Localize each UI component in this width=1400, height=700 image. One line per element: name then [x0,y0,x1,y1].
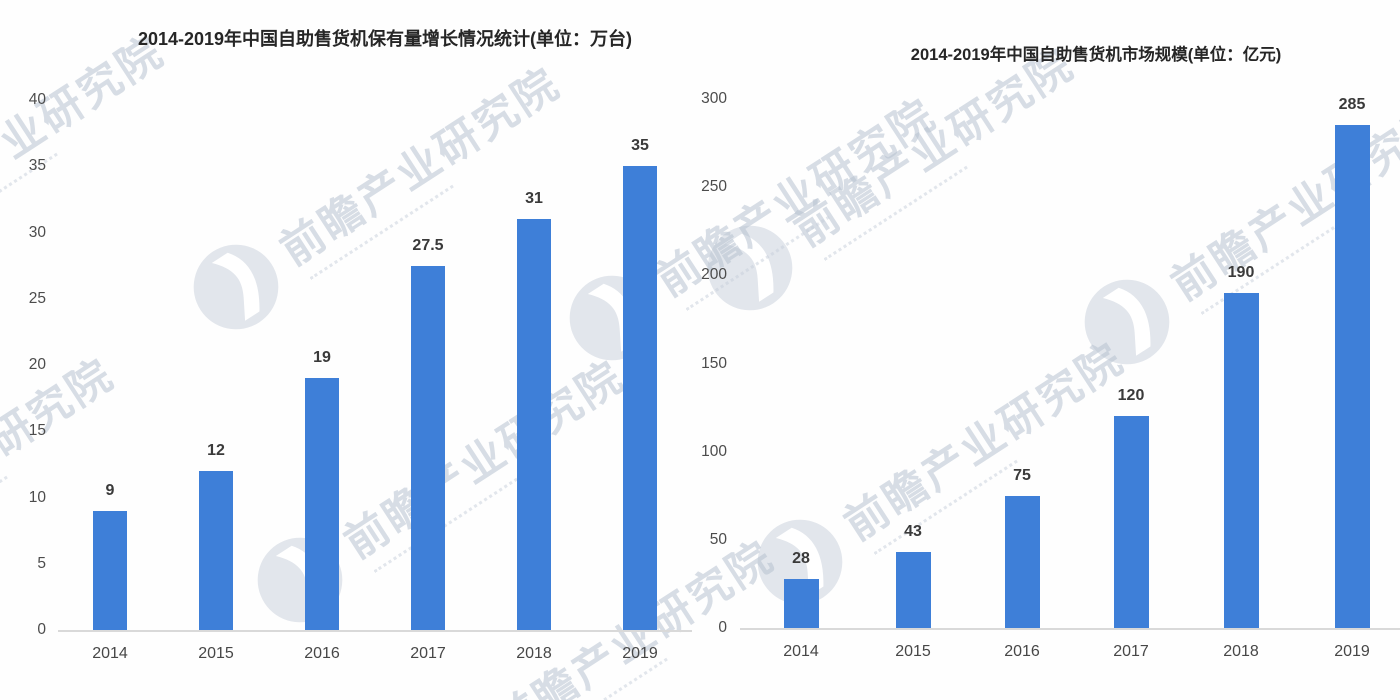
right-chart-ytick-100: 100 [701,442,727,460]
watermark-subtext-line [685,215,830,311]
qianzhan-logo-watermark-icon [174,225,298,349]
watermark-text: 前瞻产业研究院 [0,27,173,243]
right-chart-ytick-0: 0 [718,619,727,636]
right-chart-value-label-2016: 75 [1013,466,1031,484]
qianzhan-logo-watermark-icon [1065,260,1189,384]
left-chart-value-label-2016: 19 [313,349,331,367]
left-chart-ytick-40: 40 [28,91,46,108]
right-chart-xlabel-2016: 2016 [1004,643,1040,660]
left-chart-bar-2019 [623,166,657,630]
right-chart-ytick-300: 300 [701,90,727,107]
watermark-subtext-line [823,165,968,261]
left-chart-xlabel-2014: 2014 [92,645,128,662]
watermark-subtext-line [523,657,668,700]
watermark-subtext-line [373,477,518,573]
left-chart-bar-2018 [517,219,551,630]
watermark-text: 前瞻产业研究院 [836,334,1133,550]
left-chart-ytick-30: 30 [28,223,46,241]
left-chart-ytick-5: 5 [37,554,46,572]
left-chart-xlabel-2019: 2019 [622,645,658,662]
left-chart-value-label-2018: 31 [525,190,543,208]
left-chart-ytick-10: 10 [28,488,46,506]
left-chart-value-label-2014: 9 [105,481,115,499]
right-chart-ytick-250: 250 [701,178,727,196]
right-chart-bar-2019 [1334,125,1370,628]
right-chart-value-label-2018: 190 [1227,263,1255,281]
right-chart-ytick-150: 150 [701,354,727,372]
left-chart-bar-2015 [199,471,233,630]
right-chart-bar-2014 [783,578,819,628]
right-chart-xlabel-2017: 2017 [1113,643,1149,660]
watermark-text: 前瞻产业研究院 [786,40,1083,256]
right-chart-ytick-200: 200 [701,266,727,284]
watermark-instance-4: 前瞻产业研究院 [688,23,1094,330]
watermark-instance-8: 前瞻产业研究院 [388,515,794,700]
left-chart-xlabel-2015: 2015 [198,645,234,662]
right-chart-title: 2014-2019年中国自助售货机市场规模(单位：亿元) [910,45,1282,64]
right-chart-value-label-2019: 285 [1338,96,1366,114]
left-chart-title: 2014-2019年中国自助售货机保有量增长情况统计(单位：万台) [137,28,633,49]
left-chart-xlabel-2016: 2016 [304,645,340,662]
left-chart-ytick-20: 20 [28,356,46,373]
right-chart-xlabel-2015: 2015 [895,643,931,660]
left-chart-xlabel-2017: 2017 [410,645,446,662]
left-chart-ytick-0: 0 [37,621,46,638]
right-chart-value-label-2014: 28 [792,549,810,567]
right-chart-xlabel-2019: 2019 [1334,643,1370,660]
right-chart-x-axis-line [740,628,1400,630]
right-chart-xlabel-2014: 2014 [783,643,819,660]
left-chart-x-axis-line [58,630,692,632]
qianzhan-logo-watermark-icon [238,518,362,642]
right-chart-xlabel-2018: 2018 [1223,643,1259,660]
left-chart-bar-2017 [411,265,445,630]
left-chart-value-label-2017: 27.5 [412,236,444,254]
right-chart-bar-2017 [1113,416,1149,628]
left-chart-xlabel-2018: 2018 [516,645,552,662]
right-chart-bar-2018 [1223,292,1259,628]
left-chart-ytick-35: 35 [28,157,46,175]
right-chart-ytick-50: 50 [709,530,727,548]
left-chart-value-label-2019: 35 [631,137,649,155]
right-chart-value-label-2017: 120 [1117,387,1145,405]
left-chart-bar-2014 [93,510,127,630]
left-chart-ytick-15: 15 [28,422,46,440]
watermark-text: 前瞻产业研究院 [336,352,633,568]
left-chart-value-label-2015: 12 [207,442,225,459]
left-chart-bar-2016 [305,378,339,630]
watermark-instance-7: 前瞻产业研究院 [550,73,956,380]
left-chart-ytick-25: 25 [28,289,46,307]
right-chart-value-label-2015: 43 [904,523,922,541]
right-chart-bar-2015 [895,552,931,628]
right-chart-bar-2016 [1004,495,1040,628]
